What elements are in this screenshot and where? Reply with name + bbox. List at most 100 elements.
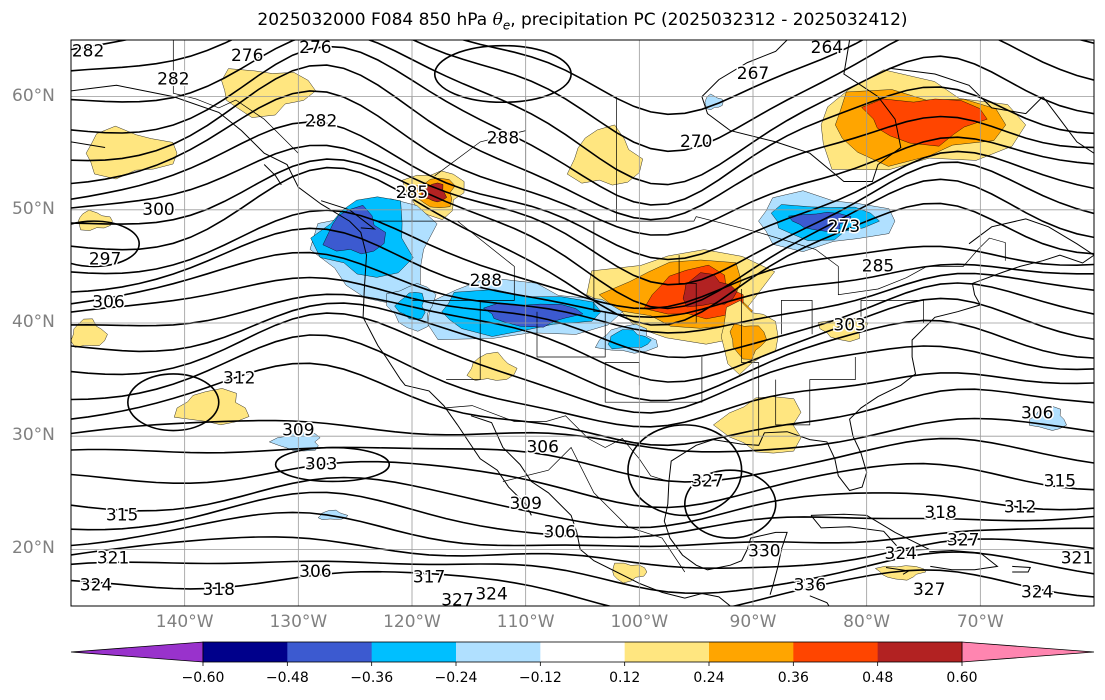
contour-label: 276	[231, 46, 263, 66]
contour-label: 303	[833, 315, 865, 335]
precip-region	[729, 323, 768, 360]
contour-label: 318	[924, 503, 956, 523]
contour-label: 282	[305, 112, 337, 132]
contour-label: 324	[80, 576, 112, 596]
political-border	[781, 300, 813, 335]
contour-line	[71, 64, 1094, 221]
contour-line	[71, 334, 1094, 428]
contour-label: 306	[92, 293, 124, 313]
longitude-label: 100°W	[610, 612, 669, 632]
colorbar-segment	[371, 642, 457, 662]
contour-label: 276	[299, 38, 331, 58]
coastline	[71, 141, 106, 148]
contour-line	[71, 569, 1094, 606]
colorbar-segment	[203, 642, 288, 662]
contour-label: 312	[1004, 498, 1036, 518]
precip-region	[612, 562, 648, 584]
map-title: 2025032000 F084 850 hPa θe, precipitatio…	[0, 10, 1105, 32]
contour-label: 324	[885, 544, 917, 564]
contour-line	[71, 158, 1094, 310]
contour-label: 327	[441, 590, 473, 610]
contour-label: 336	[794, 576, 826, 596]
contour-line	[71, 144, 1094, 286]
longitude-label: 140°W	[155, 612, 214, 632]
theta-e-contours	[71, 40, 1094, 606]
contour-label: 327	[691, 471, 723, 491]
contour-label: 306	[299, 562, 331, 582]
colorbar-tick-label: −0.36	[350, 670, 394, 686]
title-prefix: 2025032000 F084 850 hPa	[257, 10, 493, 30]
contour-label: 324	[1021, 582, 1053, 602]
contour-label: 321	[1061, 548, 1093, 568]
contour-line	[71, 491, 1094, 539]
contour-line	[71, 511, 1094, 548]
colorbar-extend-low	[70, 641, 204, 663]
contour-line	[71, 362, 1094, 447]
colorbar-segment	[624, 642, 710, 662]
contour-line	[71, 251, 1094, 334]
coastline	[320, 200, 377, 230]
colorbar-tick-label: −0.12	[518, 670, 562, 686]
contour-label: 306	[544, 522, 576, 542]
contour-line	[71, 276, 1094, 359]
contour-line	[71, 437, 1094, 483]
contour-line	[71, 90, 1094, 236]
title-symbol: θ	[492, 10, 503, 30]
political-border	[172, 40, 299, 154]
contour-closed	[127, 373, 220, 432]
contour-line	[71, 45, 1094, 206]
map-frame	[70, 39, 1095, 607]
colorbar-segment	[540, 642, 626, 662]
contour-line	[71, 40, 1094, 116]
colorbar-tick-label: −0.24	[434, 670, 478, 686]
coastline	[1012, 565, 1032, 573]
contour-line	[71, 121, 1094, 261]
contour-closed	[274, 446, 391, 483]
precip-region	[421, 182, 447, 203]
contour-label: 309	[509, 494, 541, 514]
colorbar-tick-label: 0.12	[609, 670, 641, 686]
colorbar-segment	[456, 642, 541, 662]
precip-region	[71, 318, 108, 348]
contour-line	[71, 312, 1094, 414]
latitude-label: 50°N	[12, 198, 55, 219]
latitude-label: 60°N	[12, 85, 55, 106]
contour-line	[71, 302, 1094, 402]
contour-line	[71, 227, 1094, 319]
colorbar-segment	[877, 642, 963, 662]
latitude-label: 30°N	[12, 425, 55, 446]
map-grid	[71, 40, 1094, 606]
contour-line	[71, 293, 1094, 383]
title-subscript: e	[502, 18, 511, 33]
contour-label: 285	[862, 256, 894, 276]
precip-region	[817, 317, 869, 342]
colorbar-tick-label: 0.60	[946, 670, 978, 686]
political-border	[375, 216, 1006, 296]
contour-line	[71, 166, 1094, 326]
contour-line	[71, 460, 1094, 509]
coastline	[889, 67, 1094, 154]
colorbar-tick-label: 0.36	[777, 670, 809, 686]
political-border	[775, 357, 856, 426]
contour-line	[71, 40, 1094, 186]
latitude-label: 20°N	[12, 538, 55, 559]
colorbar-tick-label: 0.24	[693, 670, 725, 686]
colorbar-tick-label: −0.60	[181, 670, 225, 686]
contour-label: 282	[72, 41, 104, 61]
longitude-label: 90°W	[729, 612, 777, 632]
political-border	[860, 300, 924, 323]
coastline	[668, 218, 1094, 492]
contour-label: 297	[89, 250, 121, 270]
coastline	[809, 595, 830, 606]
contour-label: 285	[396, 183, 428, 203]
precip-region	[268, 432, 321, 452]
contour-label: 288	[470, 271, 502, 291]
colorbar-extend-high	[961, 641, 1095, 663]
precip-region	[874, 565, 927, 581]
contour-label: 321	[97, 548, 129, 568]
contour-label: 309	[282, 421, 314, 441]
contour-label: 288	[487, 128, 519, 148]
colorbar	[70, 641, 1095, 666]
contour-closed	[433, 44, 572, 104]
